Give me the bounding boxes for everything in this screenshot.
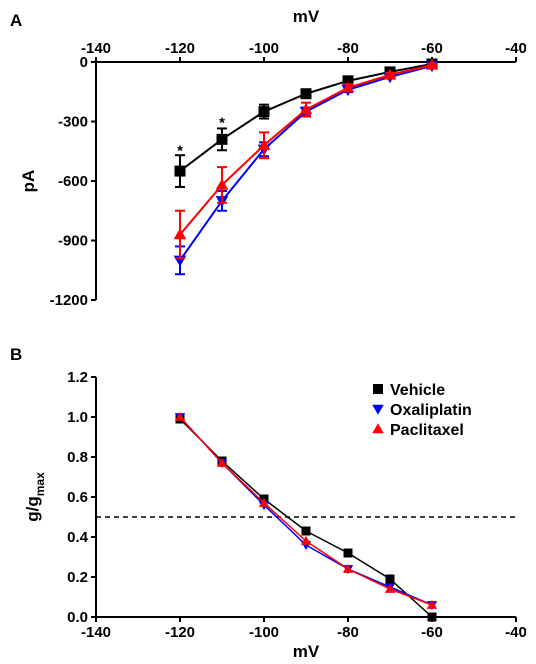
panel-b-x-tick-label: -100 [249,624,279,641]
panel-a-point-vehicle [216,133,228,145]
panel-a-point-vehicle [342,75,354,87]
panel-a-x-tick-label: -80 [337,40,359,57]
panel-b-letter: B [10,345,22,364]
panel-a-y-tick-label: 0 [80,54,88,71]
panel-b-y-tick-label: 0.0 [67,609,88,626]
panel-b-y-axis-title-main: g/g [23,496,42,522]
panel-b-y-axis-title-sub: max [33,472,47,496]
panel-a-point-paclitaxel [299,103,313,115]
panel-a-point-paclitaxel [173,228,187,240]
panel-a-point-vehicle [174,165,186,177]
panel-b-point-vehicle [301,526,311,536]
legend: Vehicle Oxaliplatin Paclitaxel [372,382,472,439]
panel-b-series-line-vehicle [179,418,433,618]
panel-b-y-tick-label: 0.8 [67,449,88,466]
panel-b-x-tick-label: -120 [165,624,195,641]
legend-label-oxaliplatin: Oxaliplatin [390,402,472,419]
panel-b-point-vehicle [385,574,395,584]
panel-a-x-axis-title: mV [293,7,320,26]
panel-a-point-paclitaxel [425,58,439,70]
panel-b-x-tick-label: -40 [505,624,527,641]
panel-b-y-tick-label: 1.0 [67,409,88,426]
panel-b-point-paclitaxel [258,497,270,507]
panel-b-x-axis-title: mV [293,642,320,661]
panel-b-point-vehicle [343,548,353,558]
legend-marker-paclitaxel [372,423,384,434]
panel-b-x-tick-label: -80 [337,624,359,641]
legend-label-paclitaxel: Paclitaxel [390,422,464,439]
panel-b-x-tick-label: -140 [81,624,111,641]
panel-a-point-paclitaxel [215,178,229,190]
panel-a-x-tick-label: -100 [249,40,279,57]
panel-a-x-tick-label: -60 [421,40,443,57]
significance-asterisk: * [177,142,183,159]
panel-a-point-vehicle [300,88,312,100]
panel-b-y-tick-label: 0.4 [67,529,89,546]
panel-a-x-tick-label: -140 [81,40,111,57]
panel-a-y-tick-label: -900 [58,233,88,250]
panel-b-x-tick-label: -60 [421,624,443,641]
panel-b-point-paclitaxel [384,583,396,593]
panel-a-x-tick-label: -120 [165,40,195,57]
panel-b-point-paclitaxel [426,599,438,609]
panel-b-y-tick-label: 0.2 [67,569,88,586]
legend-marker-oxaliplatin [372,404,384,415]
panel-b-point-paclitaxel [216,457,228,467]
panel-a-point-vehicle [258,106,270,118]
panel-a-y-tick-label: -600 [58,173,88,190]
panel-a-point-paclitaxel [383,68,397,80]
panel-b-y-axis-title: g/gmax [23,472,47,522]
panel-a-point-paclitaxel [341,81,355,93]
panel-b-point-paclitaxel [174,411,186,421]
panel-b-point-paclitaxel [300,535,312,545]
panel-b: BmV g/gmax -140 -120 -100 -80 -60 -40 0.0 0.2 0.4 0… [10,345,527,661]
panel-b-y-tick-label: 1.2 [67,369,88,386]
legend-marker-vehicle [373,384,383,394]
legend-label-vehicle: Vehicle [390,382,445,399]
panel-b-point-vehicle [427,612,437,622]
panel-a-y-tick-label: -300 [58,114,88,131]
panel-a-letter: A [10,11,22,30]
panel-b-y-tick-label: 0.6 [67,489,88,506]
panel-a-y-tick-label: -1200 [50,292,88,309]
panel-a-point-paclitaxel [257,138,271,150]
panel-a-x-tick-label: -40 [505,40,527,57]
significance-asterisk: * [219,115,225,132]
panel-b-point-paclitaxel [342,563,354,573]
panel-a-y-axis-title: pA [19,170,38,193]
